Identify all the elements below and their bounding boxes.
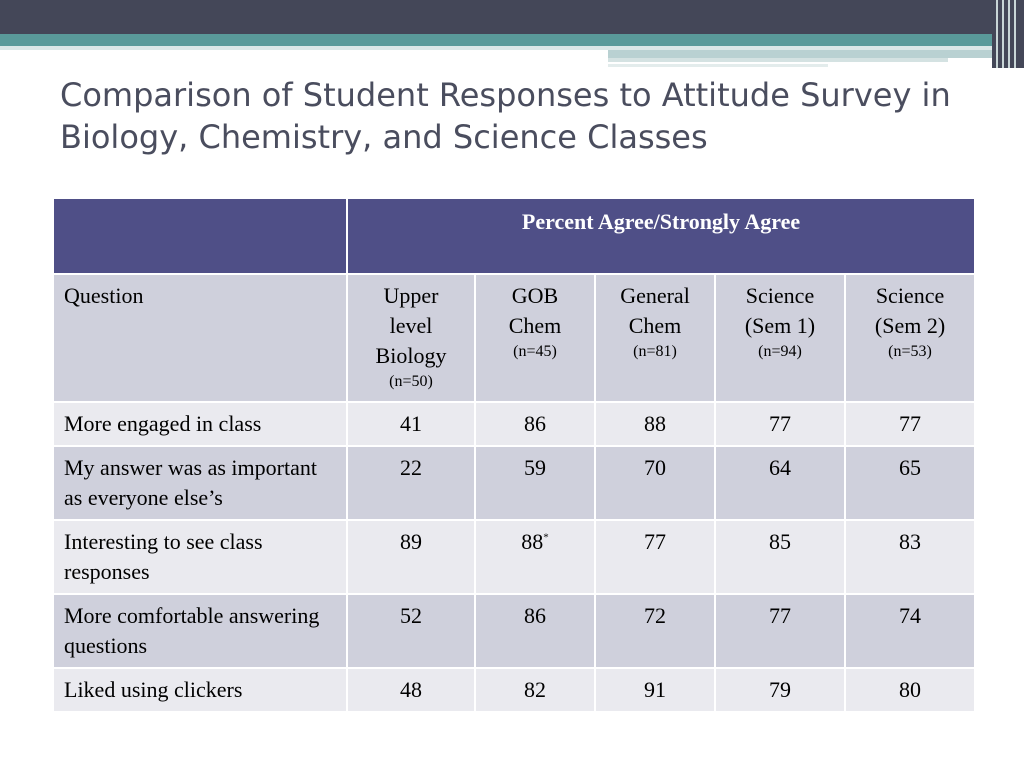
- table-row: More engaged in class 41 86 88 77 77: [52, 401, 977, 447]
- value-cell: 74: [843, 593, 977, 669]
- sample-size: (n=45): [513, 343, 557, 360]
- value-cell: 86: [474, 593, 596, 669]
- value-cell: 41: [346, 401, 476, 447]
- column-header: Science (Sem 1) (n=94): [714, 273, 846, 403]
- value-cell: 91: [594, 667, 716, 713]
- top-band-accent-2: [608, 58, 948, 62]
- value-cell: 70: [594, 445, 716, 521]
- table-row: Liked using clickers 48 82 91 79 80: [52, 667, 977, 713]
- top-band-light: [0, 46, 1024, 50]
- top-band-teal: [0, 34, 1024, 46]
- sample-size: (n=50): [389, 373, 433, 390]
- footnote-mark: *: [543, 531, 549, 544]
- question-cell: Liked using clickers: [52, 667, 348, 713]
- question-cell: Interesting to see class responses: [52, 519, 348, 595]
- sample-size: (n=53): [888, 343, 932, 360]
- slide-title: Comparison of Student Responses to Attit…: [60, 76, 951, 156]
- column-header: Science (Sem 2) (n=53): [843, 273, 977, 403]
- value-cell: 85: [714, 519, 846, 595]
- column-header: Upper level Biology (n=50): [346, 273, 476, 403]
- value-cell: 64: [714, 445, 846, 521]
- value-cell: 80: [843, 667, 977, 713]
- table-super-header-row: Percent Agree/Strongly Agree: [52, 197, 977, 275]
- value-cell: 77: [843, 401, 977, 447]
- value-cell: 77: [594, 519, 716, 595]
- question-cell: My answer was as important as everyone e…: [52, 445, 348, 521]
- value-cell: 59: [474, 445, 596, 521]
- value-cell: 48: [346, 667, 476, 713]
- table-row: My answer was as important as everyone e…: [52, 445, 977, 521]
- table-row: Interesting to see class responses 89 88…: [52, 519, 977, 595]
- top-band-accent-3: [608, 64, 828, 67]
- sample-size: (n=81): [633, 343, 677, 360]
- value-cell: 52: [346, 593, 476, 669]
- value-cell: 79: [714, 667, 846, 713]
- value-cell: 72: [594, 593, 716, 669]
- question-cell: More comfortable answering questions: [52, 593, 348, 669]
- value-cell: 88: [594, 401, 716, 447]
- value-cell: 88*: [474, 519, 596, 595]
- percent-agree-header: Percent Agree/Strongly Agree: [345, 197, 977, 275]
- value-cell: 82: [474, 667, 596, 713]
- value-cell: 77: [714, 401, 846, 447]
- question-cell: More engaged in class: [52, 401, 348, 447]
- header-empty-cell: [52, 197, 348, 275]
- corner-stripes: [992, 0, 1024, 68]
- value-cell: 22: [346, 445, 476, 521]
- column-header: General Chem (n=81): [594, 273, 716, 403]
- value-cell: 77: [714, 593, 846, 669]
- value-cell: 86: [474, 401, 596, 447]
- value-cell: 83: [843, 519, 977, 595]
- sample-size: (n=94): [758, 343, 802, 360]
- table-column-header-row: Question Upper level Biology (n=50) GOB …: [52, 273, 977, 403]
- column-header: GOB Chem (n=45): [474, 273, 596, 403]
- top-band-accent: [608, 50, 1024, 58]
- value-cell: 89: [346, 519, 476, 595]
- value-cell: 65: [843, 445, 977, 521]
- top-band-dark: [0, 0, 1024, 34]
- table-row: More comfortable answering questions 52 …: [52, 593, 977, 669]
- survey-table: Percent Agree/Strongly Agree Question Up…: [52, 197, 977, 713]
- question-header: Question: [52, 273, 348, 403]
